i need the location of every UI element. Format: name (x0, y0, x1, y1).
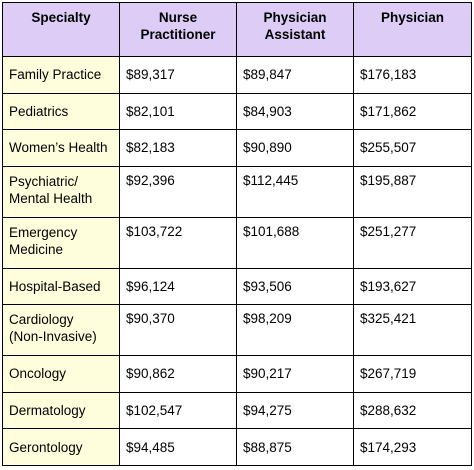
header-row: Specialty Nurse Practitioner Physician A… (2, 2, 472, 57)
physician-assistant-salary-cell: $94,275 (236, 391, 354, 430)
physician-assistant-salary-cell: $93,506 (236, 267, 354, 306)
salary-comparison-table: Specialty Nurse Practitioner Physician A… (2, 2, 472, 466)
specialty-cell: Psychiatric/Mental Health (2, 165, 120, 218)
nurse-practitioner-salary-cell: $96,124 (119, 267, 237, 306)
nurse-practitioner-salary-cell: $82,101 (119, 92, 237, 131)
table-row: Gerontology $94,485 $88,875 $174,293 (2, 428, 472, 466)
nurse-practitioner-salary-cell: $102,547 (119, 391, 237, 430)
table-row: Women’s Health $82,183 $90,890 $255,507 (2, 129, 472, 167)
header-specialty-label: Specialty (31, 10, 91, 25)
table-row: Oncology $90,862 $90,217 $267,719 (2, 355, 472, 393)
specialty-label-line: Gerontology (9, 439, 83, 455)
physician-salary-cell: $255,507 (353, 129, 472, 167)
header-pa-line-1: Physician (263, 10, 327, 25)
table-row: Family Practice $89,317 $89,847 $176,183 (2, 56, 472, 94)
specialty-label-line: Family Practice (9, 67, 102, 83)
specialty-label-line: Mental Health (9, 190, 93, 206)
physician-assistant-salary-cell: $88,875 (236, 428, 354, 466)
header-np-line-1: Nurse (158, 10, 198, 25)
header-physician-label: Physician (380, 10, 445, 25)
specialty-label-line: Medicine (9, 241, 64, 257)
specialty-cell: Pediatrics (2, 92, 120, 131)
physician-assistant-salary-cell: $90,890 (236, 129, 354, 167)
header-specialty: Specialty (2, 2, 120, 57)
specialty-label-line: Dermatology (9, 403, 86, 419)
header-pa-line-2: Assistant (264, 27, 326, 42)
nurse-practitioner-salary-cell: $82,183 (119, 129, 237, 167)
specialty-label-line: Hospital-Based (9, 278, 101, 294)
table-row: Hospital-Based $96,124 $93,506 $193,627 (2, 267, 472, 306)
physician-salary-cell: $195,887 (353, 165, 472, 218)
physician-salary-cell: $325,421 (353, 304, 472, 357)
table-row: Dermatology $102,547 $94,275 $288,632 (2, 391, 472, 430)
specialty-cell: Dermatology (2, 391, 120, 430)
header-np-line-2: Practitioner (140, 27, 216, 42)
table-row: Psychiatric/Mental Health $92,396 $112,445… (2, 165, 472, 218)
physician-assistant-salary-cell: $90,217 (236, 355, 354, 393)
table-body: Family Practice $89,317 $89,847 $176,183 Ped… (2, 56, 472, 466)
physician-salary-cell: $176,183 (353, 56, 472, 94)
specialty-cell: Women’s Health (2, 129, 120, 167)
table-row: Emergency Medicine $103,722 $101,688 $251,27… (2, 216, 472, 269)
physician-assistant-salary-cell: $89,847 (236, 56, 354, 94)
physician-assistant-salary-cell: $84,903 (236, 92, 354, 131)
nurse-practitioner-salary-cell: $89,317 (119, 56, 237, 94)
specialty-cell: Cardiology (Non-Invasive) (2, 304, 120, 357)
header-physician-assistant: Physician Assistant (236, 2, 354, 57)
specialty-label-line: Psychiatric/ (9, 173, 79, 189)
specialty-cell: Oncology (2, 355, 120, 393)
specialty-label-line: (Non-Invasive) (9, 329, 97, 345)
physician-salary-cell: $193,627 (353, 267, 472, 306)
specialty-cell: Family Practice (2, 56, 120, 94)
physician-assistant-salary-cell: $101,688 (236, 216, 354, 269)
header-physician: Physician (353, 2, 472, 57)
nurse-practitioner-salary-cell: $103,722 (119, 216, 237, 269)
table-row: Pediatrics $82,101 $84,903 $171,862 (2, 92, 472, 131)
nurse-practitioner-salary-cell: $94,485 (119, 428, 237, 466)
physician-salary-cell: $251,277 (353, 216, 472, 269)
specialty-cell: Emergency Medicine (2, 216, 120, 269)
specialty-label-line: Pediatrics (9, 103, 69, 119)
table-row: Cardiology (Non-Invasive) $90,370 $98,209 $3… (2, 304, 472, 357)
physician-assistant-salary-cell: $112,445 (236, 165, 354, 218)
nurse-practitioner-salary-cell: $90,370 (119, 304, 237, 357)
specialty-label-line: Oncology (9, 366, 67, 382)
nurse-practitioner-salary-cell: $92,396 (119, 165, 237, 218)
physician-salary-cell: $267,719 (353, 355, 472, 393)
specialty-label-line: Women’s Health (9, 140, 108, 156)
physician-salary-cell: $174,293 (353, 428, 472, 466)
physician-assistant-salary-cell: $98,209 (236, 304, 354, 357)
specialty-label-line: Emergency (9, 224, 78, 240)
specialty-cell: Hospital-Based (2, 267, 120, 306)
physician-salary-cell: $171,862 (353, 92, 472, 131)
specialty-label-line: Cardiology (9, 312, 74, 328)
header-nurse-practitioner: Nurse Practitioner (119, 2, 237, 57)
physician-salary-cell: $288,632 (353, 391, 472, 430)
nurse-practitioner-salary-cell: $90,862 (119, 355, 237, 393)
specialty-cell: Gerontology (2, 428, 120, 466)
